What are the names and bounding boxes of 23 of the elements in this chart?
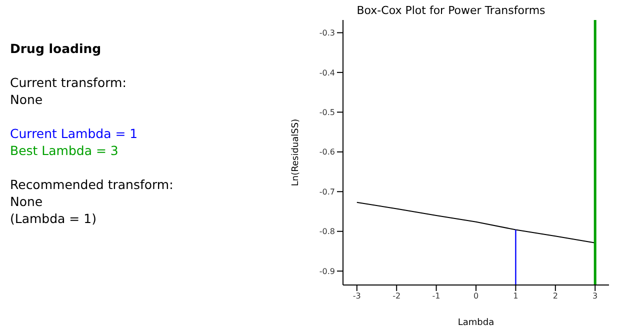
text: Current transform: None [10,74,128,108]
x-tick-label: -3 [352,292,361,301]
y-tick-label: -0.6 [319,148,335,157]
x-tick-label: -1 [432,292,440,301]
y-tick-label: -0.8 [319,227,335,236]
x-tick-label: 0 [473,292,479,301]
chart-title: Box-Cox Plot for Power Transforms [356,4,546,17]
y-axis-title: Ln(ResidualSS) [291,118,302,186]
y-tick-label: -0.9 [319,266,335,276]
ref-line-label: Best Lambda = 3 [10,142,120,159]
x-tick-label: 1 [513,292,518,301]
x-axis-title: Lambda [458,318,494,328]
text: Drug loading [10,40,102,57]
y-tick-label: -0.3 [319,28,335,38]
y-tick-label: -0.4 [319,68,335,78]
line-series [356,202,596,244]
x-tick-label: -2 [392,292,401,301]
y-tick-label: -0.7 [319,187,335,196]
y-tick-label: -0.5 [319,108,335,118]
text: Current Lambda = 1 [10,125,139,142]
x-tick-label: 2 [552,292,558,301]
x-tick-label: 3 [592,292,598,301]
text: Recommended transform: None (Lambda = 1) [10,176,174,227]
